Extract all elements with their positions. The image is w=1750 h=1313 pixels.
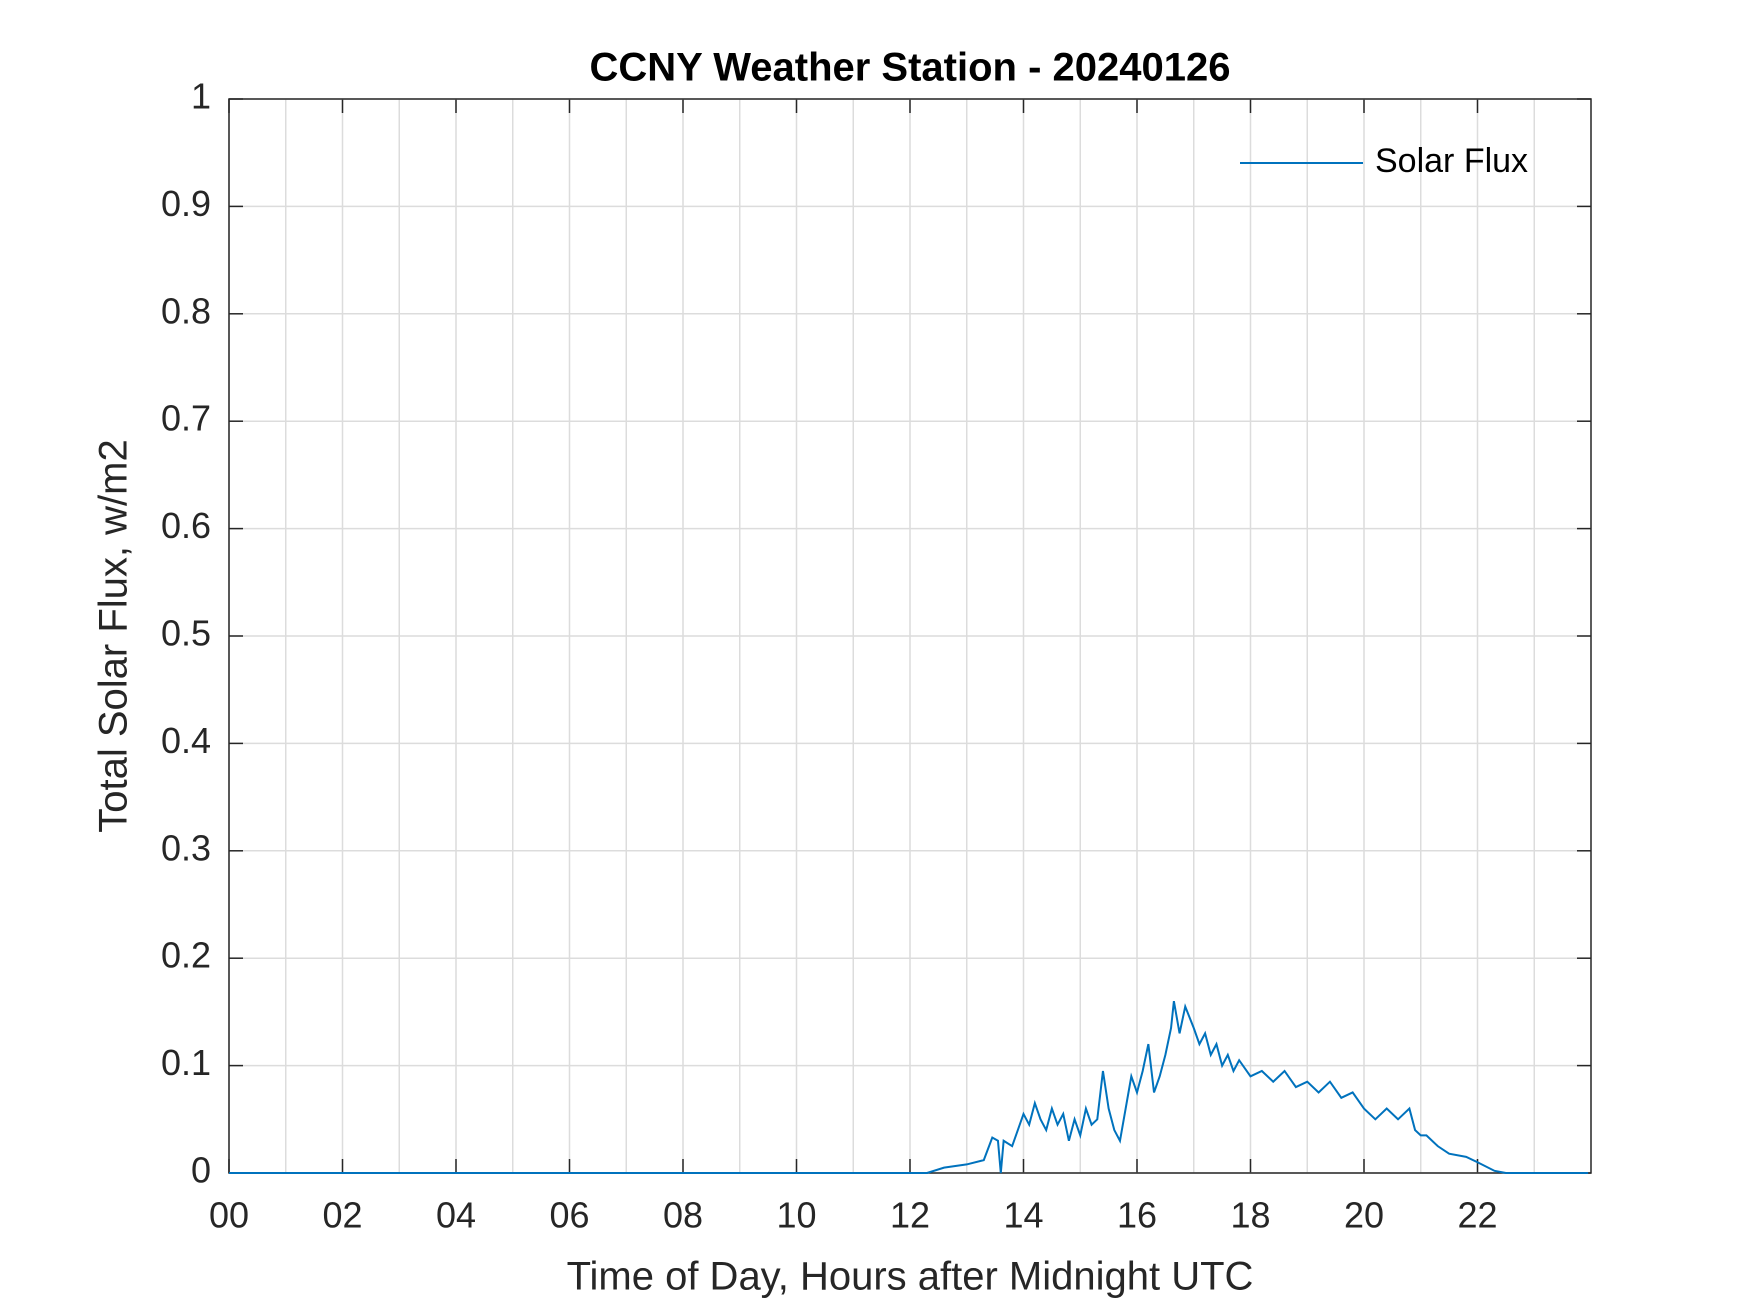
- y-tick-label: 0.2: [161, 935, 211, 976]
- y-tick-label: 1: [191, 76, 211, 117]
- x-tick-label: 04: [436, 1195, 476, 1236]
- y-tick-label: 0.6: [161, 505, 211, 546]
- y-tick-label: 0.4: [161, 720, 211, 761]
- y-axis-label: Total Solar Flux, w/m2: [92, 439, 136, 832]
- x-tick-label: 18: [1230, 1195, 1270, 1236]
- x-axis-label: Time of Day, Hours after Midnight UTC: [567, 1255, 1254, 1299]
- y-tick-label: 0.7: [161, 398, 211, 439]
- x-tick-label: 12: [890, 1195, 930, 1236]
- x-tick-label: 14: [1003, 1195, 1043, 1236]
- x-tick-label: 16: [1117, 1195, 1157, 1236]
- x-tick-label: 06: [549, 1195, 589, 1236]
- y-tick-label: 0.5: [161, 613, 211, 654]
- x-tick-label: 02: [322, 1195, 362, 1236]
- y-tick-label: 0.1: [161, 1042, 211, 1083]
- x-tick-label: 22: [1457, 1195, 1497, 1236]
- legend-label: Solar Flux: [1375, 142, 1528, 180]
- y-tick-label: 0: [191, 1150, 211, 1191]
- data-line: [229, 1000, 1589, 1174]
- x-tick-label: 10: [776, 1195, 816, 1236]
- x-tick-label: 08: [663, 1195, 703, 1236]
- x-tick-label: 20: [1344, 1195, 1384, 1236]
- chart-title: CCNY Weather Station - 20240126: [590, 46, 1231, 90]
- y-tick-label: 0.8: [161, 290, 211, 331]
- x-tick-label: 00: [209, 1195, 249, 1236]
- y-tick-label: 0.9: [161, 183, 211, 224]
- y-tick-label: 0.3: [161, 827, 211, 868]
